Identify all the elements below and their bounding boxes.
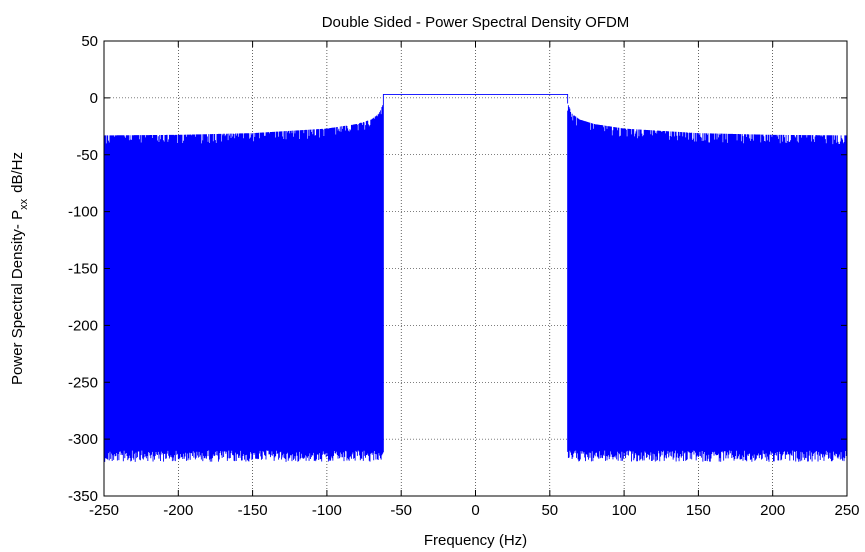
y-tick-label: -300 bbox=[68, 431, 98, 448]
y-axis-label-subscript: xx bbox=[18, 198, 30, 210]
x-tick-label: -250 bbox=[89, 502, 119, 519]
chart-title: Double Sided - Power Spectral Density OF… bbox=[322, 14, 630, 31]
x-tick-label: 150 bbox=[686, 502, 711, 519]
y-tick-label: -350 bbox=[68, 488, 98, 505]
y-axis-label: Power Spectral Density- Pxx dB/Hz bbox=[9, 152, 30, 385]
data-layer bbox=[103, 94, 848, 462]
y-tick-label: -200 bbox=[68, 317, 98, 334]
psd-series-line bbox=[103, 94, 848, 462]
x-tick-label: -150 bbox=[238, 502, 268, 519]
x-tick-label: -100 bbox=[312, 502, 342, 519]
x-tick-label: 50 bbox=[541, 502, 558, 519]
y-tick-label: -150 bbox=[68, 261, 98, 278]
x-tick-label: 250 bbox=[834, 502, 859, 519]
y-tick-label: 0 bbox=[90, 90, 98, 107]
y-tick-label: -50 bbox=[76, 147, 98, 164]
x-tick-label: 100 bbox=[612, 502, 637, 519]
y-axis-label-prefix: Power Spectral Density- P bbox=[9, 210, 26, 385]
x-tick-label: 0 bbox=[471, 502, 479, 519]
x-tick-label: 200 bbox=[760, 502, 785, 519]
y-axis-label-suffix: dB/Hz bbox=[9, 152, 26, 193]
x-tick-label: -50 bbox=[390, 502, 412, 519]
x-tick-label: -200 bbox=[163, 502, 193, 519]
y-tick-label: -100 bbox=[68, 204, 98, 221]
y-tick-label: 50 bbox=[81, 33, 98, 50]
x-axis-label: Frequency (Hz) bbox=[424, 532, 527, 549]
tick-layer: -250 -200 -150 -100 -50 0 50 100 150 200 250 50 0 -50… bbox=[68, 33, 860, 519]
y-tick-label: -250 bbox=[68, 374, 98, 391]
